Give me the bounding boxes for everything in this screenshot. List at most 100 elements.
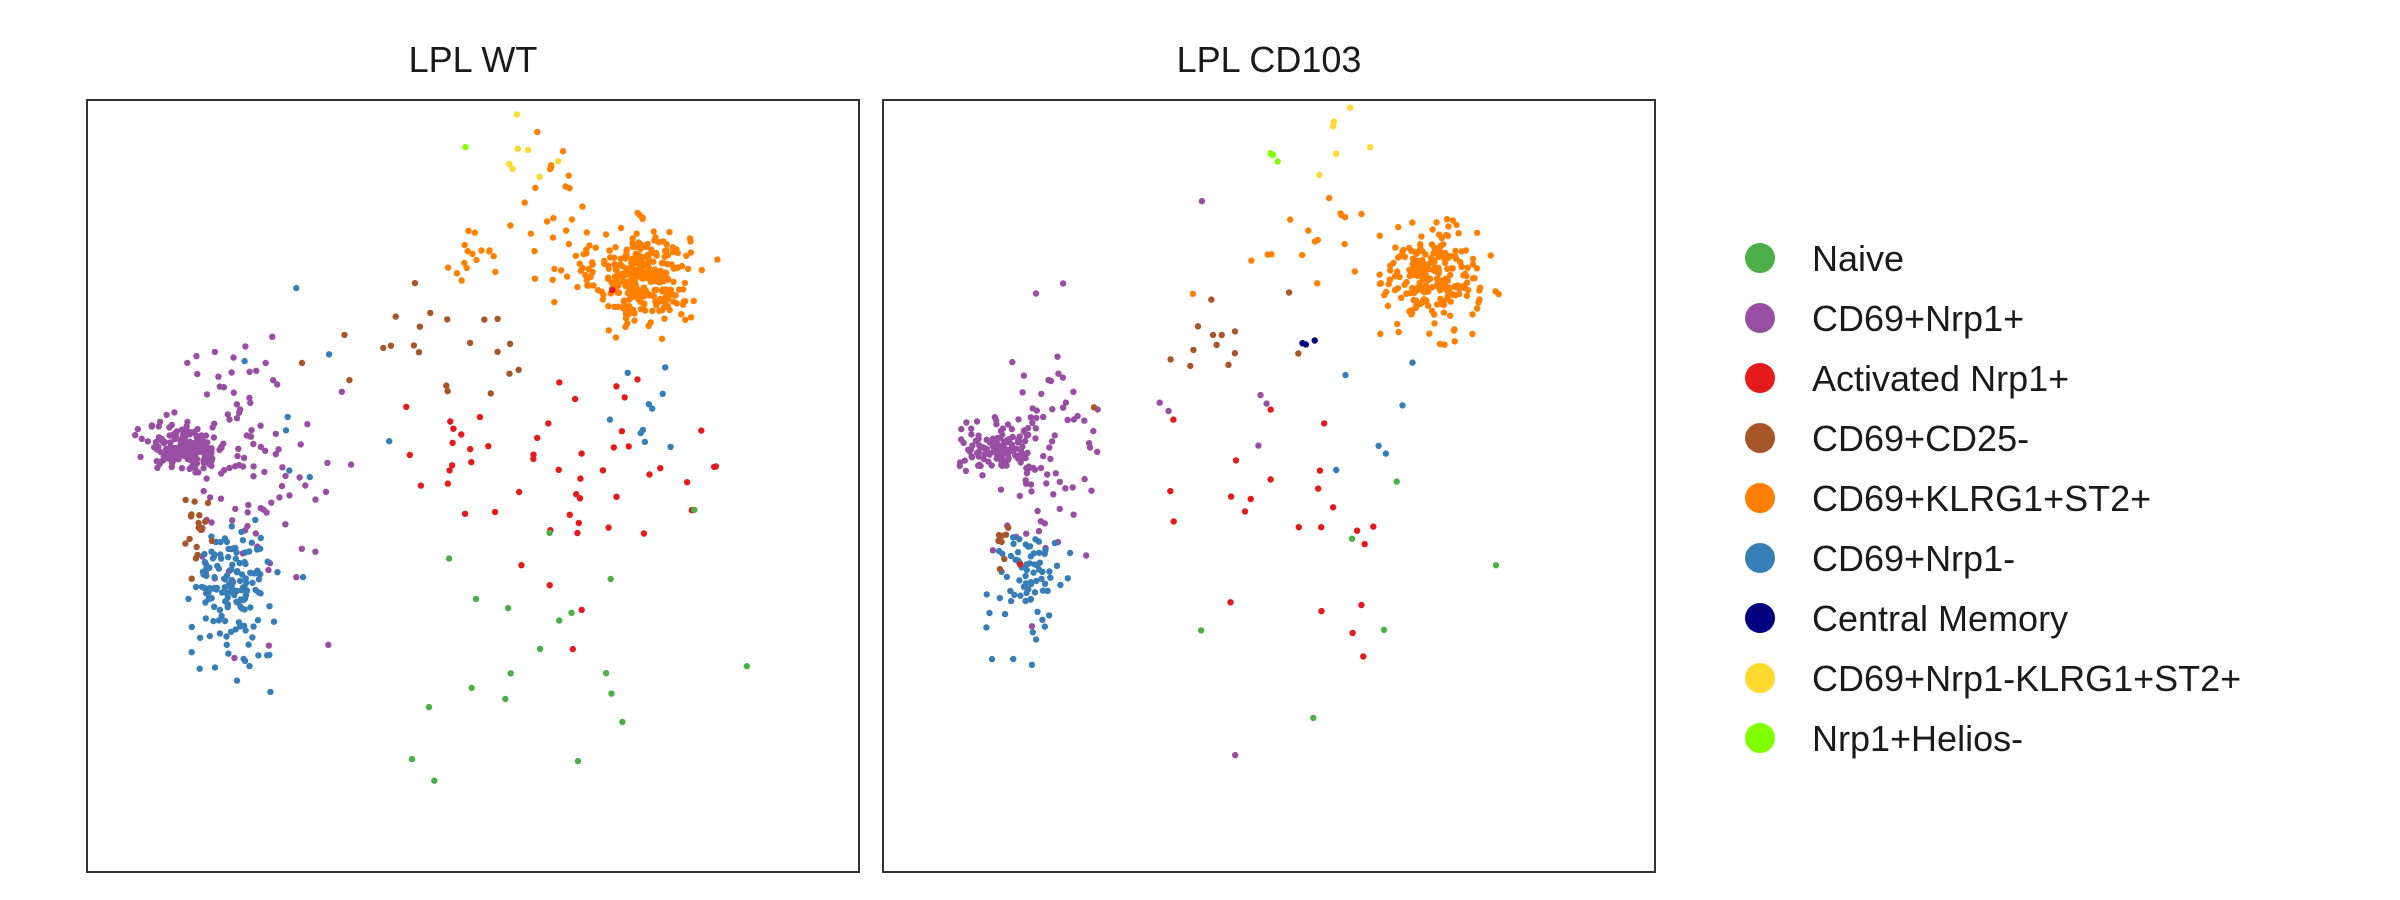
point-cd69-klrg1-st2 (622, 282, 629, 290)
point-cd69-klrg1-st2 (664, 287, 672, 294)
point-cd69-nrp1 (1034, 608, 1041, 615)
point-cd69-nrp1 (1010, 446, 1017, 453)
point-cd69-nrp1-klrg1-st2 (536, 173, 543, 180)
point-cd69-klrg1-st2 (1433, 301, 1441, 308)
point-cd69-klrg1-st2 (532, 184, 539, 191)
point-cd69-nrp1 (624, 369, 631, 376)
point-activated-nrp1 (610, 444, 617, 451)
point-cd69-cd25 (182, 496, 189, 504)
point-cd69-klrg1-st2 (444, 264, 452, 271)
point-naive (574, 757, 582, 765)
point-cd69-klrg1-st2 (1391, 286, 1399, 294)
point-activated-nrp1 (555, 466, 562, 473)
point-cd69-klrg1-st2 (1415, 258, 1422, 265)
point-cd69-cd25 (1190, 346, 1197, 354)
point-cd69-nrp1 (213, 584, 221, 592)
point-cd69-nrp1 (233, 415, 241, 422)
point-cd69-klrg1-st2 (629, 235, 636, 242)
point-cd69-klrg1-st2 (1418, 269, 1425, 276)
point-cd69-nrp1 (968, 454, 976, 461)
point-cd69-klrg1-st2 (675, 286, 683, 293)
point-activated-nrp1 (406, 451, 413, 459)
point-cd69-nrp1 (194, 370, 201, 378)
point-cd69-nrp1 (1007, 597, 1015, 605)
point-cd69-klrg1-st2 (634, 260, 641, 267)
point-cd69-cd25 (202, 518, 209, 525)
point-activated-nrp1 (1321, 420, 1328, 427)
point-cd69-klrg1-st2 (1469, 311, 1476, 318)
point-cd69-nrp1 (1029, 629, 1037, 636)
point-cd69-klrg1-st2 (1441, 280, 1448, 287)
point-cd69-cd25 (996, 565, 1004, 573)
point-cd69-klrg1-st2 (673, 300, 680, 307)
point-cd69-klrg1-st2 (623, 247, 630, 255)
point-cd69-nrp1 (1043, 480, 1050, 487)
point-cd69-nrp1 (1399, 402, 1406, 409)
point-cd69-klrg1-st2 (589, 268, 596, 276)
point-cd69-klrg1-st2 (562, 227, 570, 234)
point-cd69-nrp1 (1382, 450, 1390, 457)
legend-item-nrp1-helios: Nrp1+Helios- (1745, 718, 2023, 759)
point-cd69-klrg1-st2 (490, 253, 497, 260)
point-cd69-nrp1 (179, 442, 186, 450)
point-cd69-klrg1-st2 (622, 315, 630, 322)
point-cd69-nrp1 (264, 558, 271, 565)
point-cd69-cd25 (506, 370, 513, 377)
point-activated-nrp1 (1267, 406, 1274, 413)
point-cd69-nrp1 (325, 351, 333, 358)
point-cd69-klrg1-st2 (1428, 284, 1436, 291)
point-cd69-klrg1-st2 (605, 303, 612, 310)
point-cd69-nrp1 (249, 634, 256, 641)
point-activated-nrp1 (545, 420, 552, 427)
point-cd69-klrg1-st2 (534, 128, 541, 136)
point-cd69-nrp1 (1070, 511, 1077, 518)
legend-swatch (1745, 543, 1775, 573)
point-cd69-nrp1 (1198, 197, 1206, 205)
point-cd69-nrp1 (250, 623, 257, 630)
point-cd69-nrp1 (220, 384, 228, 391)
point-cd69-klrg1-st2 (625, 278, 633, 285)
point-cd69-cd25 (208, 537, 216, 545)
point-cd69-nrp1 (1257, 391, 1264, 399)
point-cd69-nrp1-klrg1-st2 (1329, 123, 1337, 130)
point-cd69-nrp1 (1032, 290, 1040, 297)
point-cd69-klrg1-st2 (1464, 279, 1471, 286)
point-cd69-nrp1 (989, 547, 997, 554)
point-cd69-nrp1 (1047, 455, 1054, 463)
point-activated-nrp1 (1349, 629, 1356, 637)
point-cd69-nrp1 (293, 284, 300, 292)
point-cd69-nrp1 (228, 523, 235, 530)
point-cd69-klrg1-st2 (668, 261, 675, 268)
point-cd69-klrg1-st2 (1464, 264, 1471, 271)
point-cd69-klrg1-st2 (527, 230, 535, 237)
point-cd69-klrg1-st2 (1311, 238, 1319, 245)
point-cd69-nrp1 (211, 603, 218, 610)
point-cd69-klrg1-st2 (1351, 268, 1359, 275)
point-activated-nrp1 (1227, 493, 1235, 500)
point-cd69-klrg1-st2 (586, 242, 593, 249)
point-cd69-nrp1 (1023, 589, 1030, 597)
point-cd69-klrg1-st2 (1471, 275, 1478, 282)
point-cd69-nrp1 (156, 418, 164, 425)
point-cd69-nrp1 (1016, 577, 1023, 584)
points-lpl-cd103 (956, 104, 1502, 759)
point-activated-nrp1 (491, 508, 499, 516)
point-cd69-nrp1 (206, 632, 213, 640)
point-activated-nrp1 (1016, 561, 1024, 568)
point-activated-nrp1 (515, 488, 523, 496)
point-cd69-nrp1 (254, 617, 262, 624)
point-cd69-nrp1 (989, 439, 997, 446)
point-central-memory (1299, 340, 1306, 347)
point-cd69-klrg1-st2 (604, 274, 612, 281)
point-cd69-nrp1 (1027, 481, 1035, 488)
point-cd69-klrg1-st2 (1423, 297, 1430, 305)
point-cd69-klrg1-st2 (1403, 290, 1410, 297)
point-cd69-nrp1-klrg1-st2 (513, 111, 521, 118)
point-activated-nrp1 (1295, 524, 1303, 531)
legend-swatch (1745, 483, 1775, 513)
point-naive (1393, 478, 1400, 485)
point-cd69-nrp1 (662, 364, 669, 371)
point-cd69-nrp1 (641, 438, 649, 446)
point-activated-nrp1 (613, 383, 620, 390)
